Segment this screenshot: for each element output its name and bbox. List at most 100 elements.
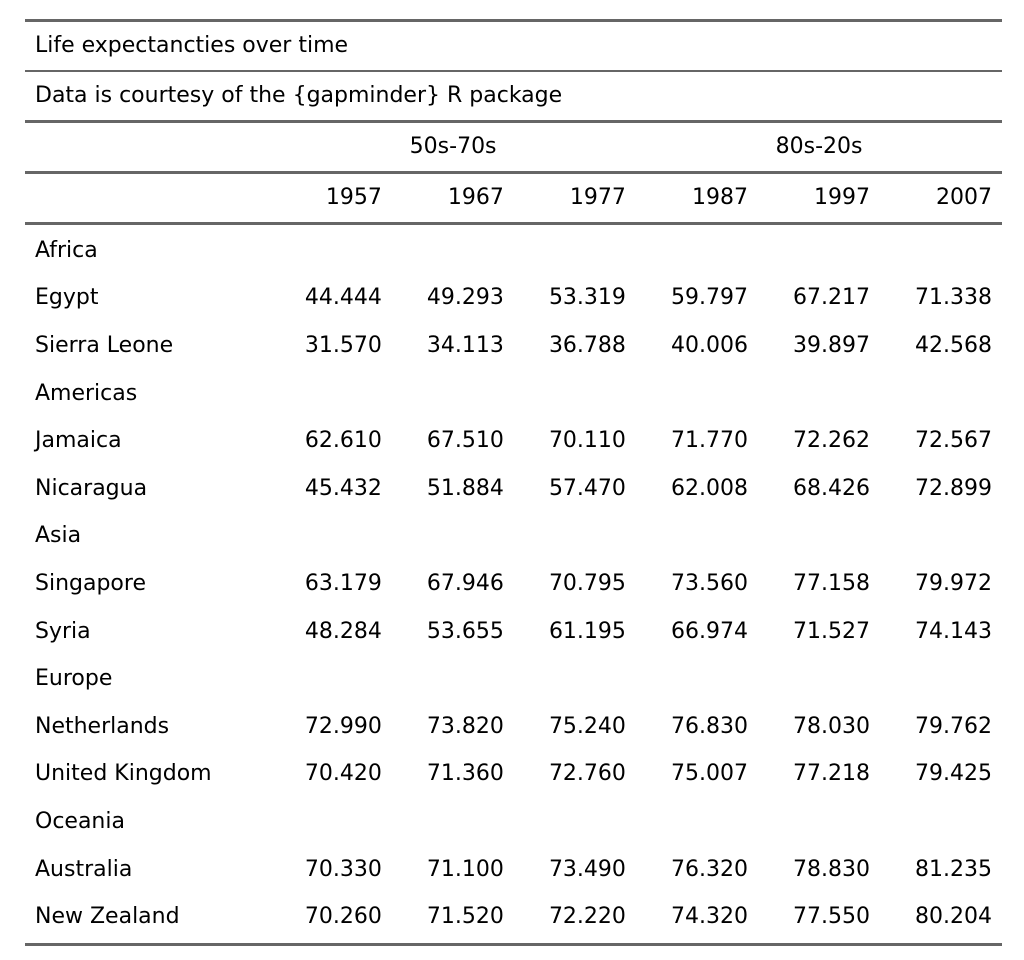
value-cell: 71.527 [793, 618, 870, 644]
spanner-80s-20s: 80s-20s [775, 134, 863, 159]
value-cell: 75.007 [670, 761, 748, 787]
country-label: New Zealand [35, 904, 180, 930]
value-cell: 51.884 [426, 475, 504, 501]
value-cell: 48.284 [304, 618, 382, 644]
column-header: 2007 [936, 185, 993, 210]
value-cell: 75.240 [548, 713, 626, 739]
value-cell: 76.830 [670, 713, 748, 739]
column-header: 1967 [447, 185, 504, 210]
value-cell: 73.560 [670, 570, 748, 596]
value-cell: 71.338 [915, 285, 993, 311]
value-cell: 79.762 [915, 713, 993, 739]
subtitle-rule [25, 120, 1002, 123]
value-cell: 59.797 [670, 285, 748, 311]
country-label: Syria [35, 618, 91, 644]
table-row: New Zealand 70.260 71.520 72.220 74.320 … [25, 893, 1002, 941]
group-label-americas: Americas [35, 380, 138, 406]
value-cell: 34.113 [426, 332, 504, 358]
group-label-africa: Africa [35, 237, 98, 263]
value-cell: 71.770 [670, 428, 748, 454]
table-row: Netherlands 72.990 73.820 75.240 76.830 … [25, 703, 1002, 751]
table-title: Life expectancties over time [35, 33, 349, 58]
value-cell: 70.330 [304, 856, 382, 882]
value-cell: 72.990 [304, 713, 382, 739]
country-label: United Kingdom [35, 761, 212, 787]
value-cell: 77.158 [793, 570, 870, 596]
value-cell: 74.320 [670, 904, 748, 930]
country-label: Jamaica [35, 428, 122, 454]
value-cell: 40.006 [670, 332, 748, 358]
value-cell: 78.030 [793, 713, 870, 739]
group-label-europe: Europe [35, 666, 113, 692]
value-cell: 79.425 [915, 761, 993, 787]
value-cell: 77.550 [793, 904, 870, 930]
title-rule [25, 70, 1002, 72]
value-cell: 62.610 [304, 428, 382, 454]
country-label: Australia [35, 856, 133, 882]
value-cell: 79.972 [915, 570, 993, 596]
value-cell: 67.510 [426, 428, 504, 454]
bottom-rule [25, 942, 1002, 946]
table-row: Egypt 44.444 49.293 53.319 59.797 67.217… [25, 275, 1002, 323]
value-cell: 70.795 [548, 570, 626, 596]
value-cell: 31.570 [304, 332, 382, 358]
value-cell: 72.262 [793, 428, 870, 454]
table-row: Syria 48.284 53.655 61.195 66.974 71.527… [25, 608, 1002, 656]
value-cell: 76.320 [670, 856, 748, 882]
column-header-row: 1957 1967 1977 1987 1997 2007 [25, 174, 1002, 222]
country-label: Egypt [35, 285, 99, 311]
value-cell: 49.293 [426, 285, 504, 311]
country-label: Sierra Leone [35, 332, 174, 358]
table-body: Africa Egypt 44.444 49.293 53.319 59.797… [25, 225, 1002, 943]
value-cell: 36.788 [548, 332, 626, 358]
value-cell: 67.946 [426, 570, 504, 596]
group-label-asia: Asia [35, 523, 82, 549]
value-cell: 57.470 [548, 475, 626, 501]
table-row: Sierra Leone 31.570 34.113 36.788 40.006… [25, 322, 1002, 370]
value-cell: 53.319 [548, 285, 626, 311]
value-cell: 67.217 [793, 285, 870, 311]
value-cell: 61.195 [548, 618, 626, 644]
country-label: Netherlands [35, 713, 170, 739]
life-expectancy-table: Life expectancties over time Data is cou… [25, 19, 1002, 946]
value-cell: 53.655 [426, 618, 504, 644]
value-cell: 73.490 [548, 856, 626, 882]
value-cell: 72.220 [548, 904, 626, 930]
header-rule [25, 222, 1002, 225]
value-cell: 71.520 [426, 904, 504, 930]
top-rule [25, 19, 1002, 22]
value-cell: 73.820 [426, 713, 504, 739]
value-cell: 42.568 [915, 332, 993, 358]
spanner-header-row: 50s-70s 80s-20s [25, 123, 1002, 171]
value-cell: 72.899 [915, 475, 993, 501]
group-label-oceania: Oceania [35, 808, 125, 834]
value-cell: 45.432 [304, 475, 382, 501]
table-row: United Kingdom 70.420 71.360 72.760 75.0… [25, 751, 1002, 799]
column-header: 1977 [569, 185, 626, 210]
value-cell: 72.760 [548, 761, 626, 787]
value-cell: 71.100 [426, 856, 504, 882]
table-row: Jamaica 62.610 67.510 70.110 71.770 72.2… [25, 417, 1002, 465]
value-cell: 71.360 [426, 761, 504, 787]
value-cell: 66.974 [670, 618, 748, 644]
value-cell: 63.179 [304, 570, 382, 596]
value-cell: 70.420 [304, 761, 382, 787]
value-cell: 70.260 [304, 904, 382, 930]
value-cell: 39.897 [793, 332, 870, 358]
table-row: Nicaragua 45.432 51.884 57.470 62.008 68… [25, 465, 1002, 513]
table-row: Australia 70.330 71.100 73.490 76.320 78… [25, 846, 1002, 894]
value-cell: 44.444 [304, 285, 382, 311]
table-subtitle: Data is courtesy of the {gapminder} R pa… [35, 83, 563, 108]
value-cell: 62.008 [670, 475, 748, 501]
column-header: 1987 [691, 185, 748, 210]
country-label: Singapore [35, 570, 146, 596]
value-cell: 74.143 [915, 618, 993, 644]
value-cell: 70.110 [548, 428, 626, 454]
country-label: Nicaragua [35, 475, 148, 501]
value-cell: 72.567 [915, 428, 993, 454]
value-cell: 78.830 [793, 856, 870, 882]
spanner-rule [25, 171, 1002, 174]
spanner-50s-70s: 50s-70s [409, 134, 497, 159]
column-header: 1997 [813, 185, 870, 210]
value-cell: 81.235 [915, 856, 993, 882]
